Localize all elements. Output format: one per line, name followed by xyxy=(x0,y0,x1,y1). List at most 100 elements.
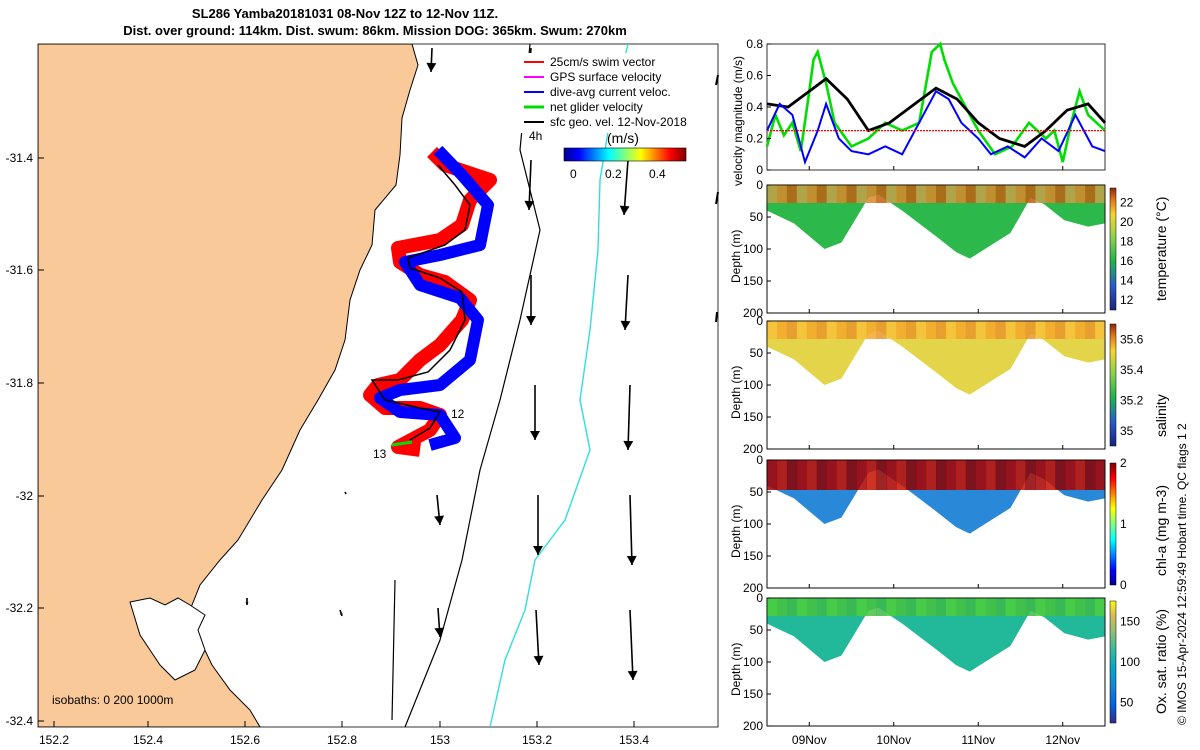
heatmap-cell xyxy=(767,185,778,203)
series-net xyxy=(765,41,1106,163)
heatmap-cell xyxy=(926,321,937,339)
sfc-arrow-head xyxy=(626,555,637,565)
heatmap-colorbar xyxy=(1109,323,1117,447)
heatmap-cell xyxy=(1075,598,1086,616)
heatmap-cell xyxy=(1065,321,1076,339)
velocity-axes xyxy=(766,43,1106,171)
heatmap-cell xyxy=(896,185,907,203)
velocity-yticks: 0 0.2 0.4 0.6 0.8 xyxy=(746,37,771,177)
heatmap-cell xyxy=(806,460,818,490)
depth-tick-label: 0 xyxy=(756,178,763,192)
heatmap-cell xyxy=(786,460,798,490)
depth-label: Depth (m) xyxy=(729,230,743,283)
map-axes: 152.2 152.4 152.6 152.8 153 153.2 153.4 -31.4 -3… xyxy=(6,151,650,747)
heatmap-cell xyxy=(796,321,808,339)
sfc-arrow xyxy=(623,159,629,216)
heatmap-cell xyxy=(806,185,818,203)
depth-tick-label: 150 xyxy=(743,410,763,424)
heatmap-cell xyxy=(876,321,887,339)
heatmap-cell xyxy=(786,598,798,616)
heatmap-cell xyxy=(796,598,808,616)
colorbar-tick-label: 22 xyxy=(1120,196,1134,210)
heatmap-cell xyxy=(806,598,818,616)
heatmap-cell xyxy=(1035,598,1046,616)
heatmap-surface-band xyxy=(767,598,1106,616)
lon-tick-label: 153.2 xyxy=(522,733,552,747)
heatmap-cell xyxy=(1005,598,1017,616)
colorbar-tick-label: 35 xyxy=(1120,424,1134,438)
heatmap-cell xyxy=(1075,460,1086,490)
lon-tick-label: 152.2 xyxy=(39,733,69,747)
depth-tick-label: 200 xyxy=(743,581,763,595)
heatmap-surface-band xyxy=(767,185,1106,203)
isobath-200-south xyxy=(391,579,396,721)
heatmap-cell xyxy=(906,321,917,339)
land-mass xyxy=(38,44,419,727)
sfc-arrow-head xyxy=(623,440,634,450)
heatmap-cell xyxy=(886,598,897,616)
heatmap-cell xyxy=(866,185,877,203)
heatmap-cell xyxy=(1035,460,1046,490)
lon-tick-label: 153 xyxy=(430,733,450,747)
heatmap-cell xyxy=(1005,460,1017,490)
heatmap-cell xyxy=(846,460,857,490)
sfc-arrow-head xyxy=(245,602,249,605)
heatmap-cell xyxy=(826,185,838,203)
heatmap-cell xyxy=(906,185,917,203)
heatmap-cell xyxy=(856,185,867,203)
heatmap-cell xyxy=(826,598,838,616)
heatmap-cell xyxy=(985,598,997,616)
sfc-arrow-head xyxy=(533,655,544,665)
heatmap-cell xyxy=(836,460,848,490)
heatmap-cell xyxy=(955,598,967,616)
heatmap-cell xyxy=(906,598,917,616)
page-title: SL286 Yamba20181031 08-Nov 12Z to 12-Nov… xyxy=(191,6,499,21)
velocity-panel: 0 0.2 0.4 0.6 0.8 velocity magnitude (m/s) xyxy=(731,37,1107,186)
heatmap-cell xyxy=(786,321,798,339)
depth-label: Depth (m) xyxy=(729,643,743,696)
heatmap-cell xyxy=(1015,321,1026,339)
heatmap-cell xyxy=(936,321,947,339)
heatmap-cell xyxy=(816,185,828,203)
heatmap-colorbar xyxy=(1109,600,1117,724)
heatmap-cell xyxy=(1065,598,1076,616)
heatmap-cell xyxy=(1085,460,1096,490)
heatmap-surface-band xyxy=(767,321,1106,339)
glider-track xyxy=(363,145,497,457)
heatmap-cell xyxy=(1055,321,1066,339)
scale-label: 4h xyxy=(529,129,542,143)
heatmap-cell xyxy=(836,185,848,203)
depth-label: Depth (m) xyxy=(729,366,743,419)
depth-tick-label: 150 xyxy=(743,274,763,288)
heatmap-cell xyxy=(856,321,867,339)
heatmap-cell xyxy=(1045,321,1056,339)
heatmap-cell xyxy=(965,460,977,490)
sfc-arrow-head xyxy=(426,62,437,72)
heatmap-cell xyxy=(1025,185,1036,203)
heatmap-cell xyxy=(955,185,967,203)
time-axis: 09Nov 10Nov 11Nov 12Nov xyxy=(792,166,1080,747)
sfc-arrow-head xyxy=(619,205,630,215)
heatmap-cell xyxy=(1095,321,1106,339)
heatmap-cell xyxy=(945,185,957,203)
sfc-arrow-head xyxy=(627,670,638,680)
heatmap-cell xyxy=(1095,185,1106,203)
ytick-label: 0.2 xyxy=(746,132,763,146)
heatmap-cell xyxy=(767,598,778,616)
heatmap-cell xyxy=(936,460,947,490)
depth-tick-label: 50 xyxy=(750,485,764,499)
heatmap-cell xyxy=(846,598,857,616)
day-label-13: 13 xyxy=(373,447,387,461)
heatmap-cell xyxy=(866,460,877,490)
heatmap-cell xyxy=(767,460,778,490)
depth-tick-label: 50 xyxy=(750,623,764,637)
heatmap-cell xyxy=(826,460,838,490)
sfc-arrow xyxy=(535,609,540,666)
heatmap-cell xyxy=(975,321,987,339)
sfc-arrow xyxy=(624,274,629,331)
heatmap-cell xyxy=(1045,598,1056,616)
isobath-200 xyxy=(404,44,541,727)
